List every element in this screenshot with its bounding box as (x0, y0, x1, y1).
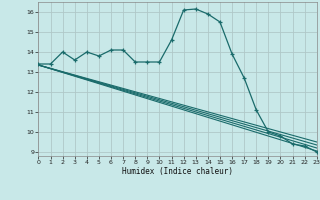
X-axis label: Humidex (Indice chaleur): Humidex (Indice chaleur) (122, 167, 233, 176)
